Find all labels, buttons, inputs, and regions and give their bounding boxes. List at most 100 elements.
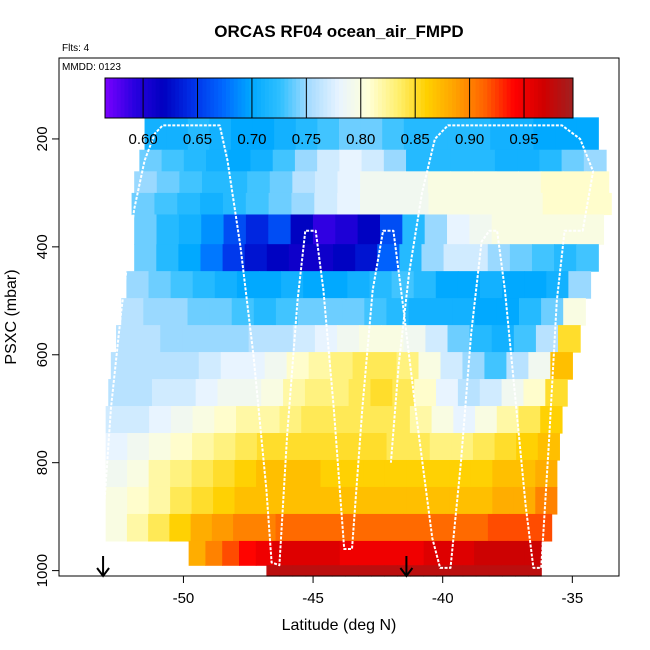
heatmap-cell xyxy=(474,192,498,216)
heatmap-cell xyxy=(333,244,356,272)
colorbar-swatch xyxy=(561,78,566,118)
heatmap-cell xyxy=(406,540,425,566)
flight-track-line xyxy=(102,124,595,569)
heatmap-cell xyxy=(337,171,361,194)
colorbar-swatch xyxy=(300,78,305,118)
colorbar-swatch xyxy=(479,78,484,118)
heatmap-cell xyxy=(278,433,301,461)
heatmap-cell xyxy=(239,379,262,407)
colorbar-swatch xyxy=(284,78,289,118)
colorbar-swatch xyxy=(526,78,531,118)
colorbar-swatch xyxy=(183,78,188,118)
heatmap-cell xyxy=(347,271,371,299)
colorbar-swatch xyxy=(463,78,469,118)
heatmap-cell xyxy=(339,540,358,566)
heatmap-cell xyxy=(495,171,519,194)
colorbar-swatch xyxy=(502,78,508,118)
heatmap-cell xyxy=(465,244,489,272)
heatmap-cell xyxy=(408,433,431,461)
heatmap-cell xyxy=(314,192,338,216)
heatmap-cell xyxy=(317,117,340,151)
heatmap-cell xyxy=(470,459,493,488)
heatmap-cell xyxy=(537,433,560,461)
colorbar-swatch xyxy=(225,78,231,118)
heatmap-cell xyxy=(457,540,475,566)
heatmap-cell xyxy=(214,271,238,299)
heatmap-cell xyxy=(427,171,452,194)
heatmap-cell xyxy=(289,540,307,566)
colorbar-swatch xyxy=(459,78,465,118)
heatmap-cell xyxy=(248,325,272,353)
colorbar-swatch xyxy=(545,78,551,118)
heatmap-cell xyxy=(177,192,201,216)
heatmap-cell xyxy=(322,540,341,566)
heatmap-cell xyxy=(335,214,359,245)
colorbar-swatch xyxy=(327,78,332,118)
colorbar-swatch xyxy=(280,78,285,118)
colorbar-tick-label: 0.90 xyxy=(455,131,484,148)
colorbar-swatch xyxy=(565,78,570,118)
heatmap-cell xyxy=(182,325,206,353)
colorbar-swatch xyxy=(311,78,317,118)
colorbar-tick-label: 0.85 xyxy=(401,131,430,148)
heatmap-cell xyxy=(514,214,538,245)
colorbar-tick-label: 0.60 xyxy=(128,131,157,148)
heatmap-cell xyxy=(472,433,496,461)
colorbar-swatch xyxy=(420,78,426,118)
heatmap-cell xyxy=(245,214,269,245)
colorbar-swatch xyxy=(116,78,122,118)
heatmap-cell xyxy=(427,486,450,515)
colorbar-swatch xyxy=(569,78,574,118)
colorbar-swatch xyxy=(471,78,476,118)
chart-title: ORCAS RF04 ocean_air_FMPD xyxy=(214,22,463,41)
heatmap-cell xyxy=(386,433,409,461)
colorbar-swatch xyxy=(487,78,492,118)
heatmap-cell xyxy=(259,271,282,299)
heatmap-cell xyxy=(156,171,180,194)
heatmap-cell xyxy=(436,565,451,577)
heatmap-cell xyxy=(314,325,338,353)
heatmap-cell xyxy=(255,540,274,566)
colorbar-swatch xyxy=(140,78,145,118)
heatmap-cell xyxy=(178,214,202,245)
heatmap-cell xyxy=(469,325,493,353)
heatmap-cell xyxy=(148,486,171,515)
heatmap-cell xyxy=(200,244,224,272)
colorbar-tick-label: 0.70 xyxy=(237,131,266,148)
heatmap-cell xyxy=(361,149,385,172)
colorbar-swatch xyxy=(393,78,398,118)
x-tick-label: -35 xyxy=(561,590,583,607)
y-tick-label: 200 xyxy=(34,126,51,151)
colorbar-swatch xyxy=(124,78,129,118)
heatmap-cell xyxy=(561,149,585,172)
heatmap-cell xyxy=(222,540,240,566)
heatmap-cell xyxy=(250,149,274,172)
heatmap-cell xyxy=(254,513,277,542)
heatmap-cell xyxy=(550,352,573,380)
arrow-markers xyxy=(96,556,414,578)
heatmap-cell xyxy=(352,352,376,380)
heatmap-cell xyxy=(288,244,312,272)
colorbar-tick-label: 0.65 xyxy=(183,131,212,148)
heatmap-cell xyxy=(344,565,359,577)
colorbar-swatch xyxy=(198,78,203,118)
heatmap-cell xyxy=(360,117,383,151)
heatmap-cell xyxy=(445,513,468,542)
heatmap-cell xyxy=(234,459,257,488)
heatmap-cell xyxy=(320,486,343,515)
heatmap-cell xyxy=(204,325,228,353)
heatmap-cell xyxy=(428,149,452,172)
heatmap-cell xyxy=(269,171,293,194)
heatmap-cell xyxy=(406,459,429,488)
heatmap-cell xyxy=(279,406,302,434)
x-tick-label: -45 xyxy=(302,590,324,607)
colorbar-swatch xyxy=(549,78,554,118)
heatmap-cell xyxy=(213,459,236,488)
colorbar-swatch xyxy=(401,78,406,118)
heatmap-cell xyxy=(545,379,568,407)
heatmap-cell xyxy=(558,325,581,353)
colorbar-swatch xyxy=(296,78,301,118)
colorbar-swatch xyxy=(319,78,324,118)
heatmap-cell xyxy=(139,149,163,172)
heatmap-cell xyxy=(469,214,493,245)
